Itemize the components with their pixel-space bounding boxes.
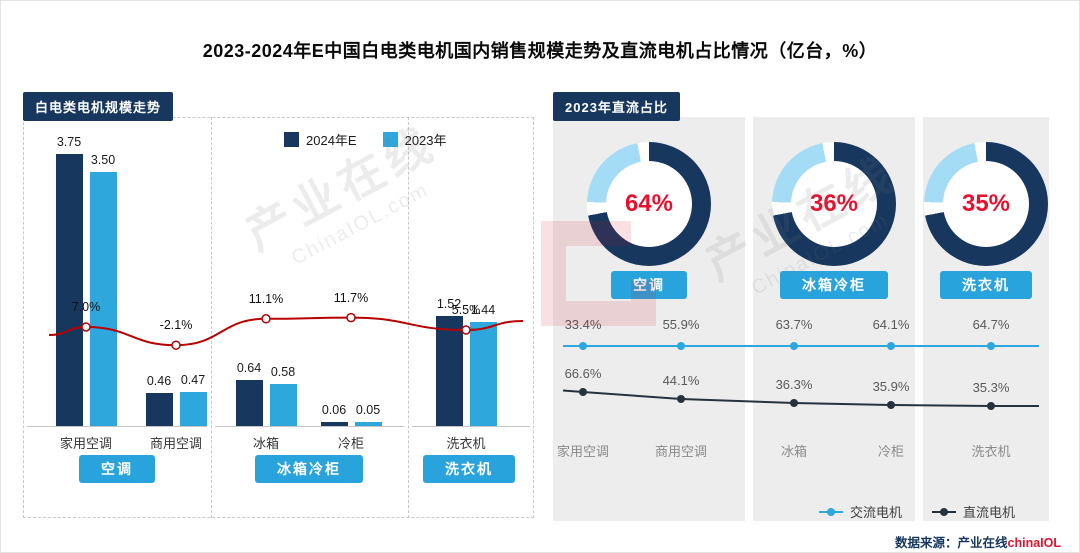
legend-swatch-2024e xyxy=(284,132,299,147)
ac-motor-value-label: 55.9% xyxy=(662,317,700,332)
bar-value-2023: 0.47 xyxy=(180,372,206,387)
donut-hole xyxy=(791,161,877,247)
line-category-label: 冷柜 xyxy=(877,444,904,459)
bar-category-label: 洗衣机 xyxy=(446,436,486,451)
dc-motor-value-label: 44.1% xyxy=(662,373,700,388)
dc-motor-value-label: 66.6% xyxy=(564,366,602,381)
donut-pct-fridge-freezer: 36% xyxy=(809,190,859,217)
bar-2024e xyxy=(55,154,83,426)
line-category-label: 家用空调 xyxy=(556,444,609,459)
donut-pct-washer: 35% xyxy=(961,190,1011,217)
donut-hole xyxy=(943,161,1029,247)
growth-value-label: 11.7% xyxy=(333,290,369,305)
ac-motor-value-label: 64.1% xyxy=(872,317,910,332)
bar-category-label: 冰箱 xyxy=(252,436,279,451)
growth-value-label: 7.0% xyxy=(71,300,101,314)
group-badge-aircon: 空调 xyxy=(79,455,155,483)
group-divider xyxy=(211,117,212,518)
line-category-label: 冰箱 xyxy=(780,444,807,459)
x-axis-line xyxy=(27,426,207,427)
bar-2023 xyxy=(469,321,497,426)
line-category-label: 商用空调 xyxy=(654,444,707,459)
legend-swatch-2023 xyxy=(382,132,398,147)
donut-chart-fridge-freezer: 36% xyxy=(772,142,896,266)
legend-label-2024e: 2024年E xyxy=(306,133,357,148)
bar-2024e xyxy=(435,315,463,426)
legend-item-ac-motor: 交流电机 xyxy=(819,502,902,521)
donut-hole xyxy=(606,161,692,247)
group-badge-washer: 洗衣机 xyxy=(423,455,515,483)
bar-category-label: 冷柜 xyxy=(337,436,364,451)
ac-motor-value-label: 33.4% xyxy=(564,317,602,332)
line-chart-legend: 交流电机 直流电机 xyxy=(819,502,1015,521)
right-section-header-badge: 2023年直流占比 xyxy=(553,92,680,121)
bar-value-2024e: 3.75 xyxy=(56,135,82,150)
bar-2024e xyxy=(320,421,348,426)
bar-value-2023: 1.44 xyxy=(470,302,496,317)
line-category-label: 洗衣机 xyxy=(971,444,1011,459)
bar-value-2024e: 1.52 xyxy=(436,296,462,311)
bar-category-label: 家用空调 xyxy=(59,436,112,451)
group-badge-fridge-freezer: 冰箱冷柜 xyxy=(255,455,363,483)
growth-value-label: 11.1% xyxy=(248,291,284,306)
bar-chart-legend: 2024年E 2023年 xyxy=(284,130,447,149)
bar-2023 xyxy=(179,391,207,426)
bar-value-2023: 0.58 xyxy=(270,364,296,379)
donut-chart-aircon: 64% xyxy=(587,142,711,266)
bar-2023 xyxy=(354,422,382,426)
dc-motor-value-label: 35.9% xyxy=(872,379,910,394)
legend-label-2023: 2023年 xyxy=(404,133,447,148)
ac-motor-value-label: 64.7% xyxy=(972,317,1010,332)
x-axis-line xyxy=(215,426,404,427)
donut-badge-aircon: 空调 xyxy=(611,271,687,299)
bar-value-2024e: 0.46 xyxy=(146,373,172,388)
legend-item-dc-motor: 直流电机 xyxy=(932,502,1015,521)
bar-2024e xyxy=(235,379,263,426)
bar-2024e xyxy=(145,392,173,426)
bar-value-2023: 3.50 xyxy=(90,153,116,168)
data-source-text: 数据来源：产业在线 xyxy=(895,536,1008,550)
donut-chart-washer: 35% xyxy=(924,142,1048,266)
dc-motor-value-label: 36.3% xyxy=(775,377,813,392)
dc-motor-value-label: 35.3% xyxy=(972,380,1010,395)
x-axis-line xyxy=(412,426,530,427)
data-source-brand: chinaIOL xyxy=(1007,536,1061,550)
ac-motor-line-marker-icon xyxy=(819,507,843,516)
ac-motor-label: 交流电机 xyxy=(850,505,903,520)
bar-value-2024e: 0.64 xyxy=(236,360,262,375)
page-title: 2023-2024年E中国白电类电机国内销售规模走势及直流电机占比情况（亿台，%… xyxy=(202,41,878,61)
growth-value-label: 5.5% xyxy=(451,303,481,317)
bar-category-label: 商用空调 xyxy=(149,436,202,451)
group-divider xyxy=(408,117,409,518)
bar-value-2024e: 0.06 xyxy=(321,402,347,417)
left-chart-frame xyxy=(23,117,534,518)
growth-value-label: -2.1% xyxy=(159,318,193,333)
donut-pct-aircon: 64% xyxy=(624,190,674,217)
left-section-header-badge: 白电类电机规模走势 xyxy=(23,92,174,121)
data-source: 数据来源：产业在线chinaIOL xyxy=(895,532,1061,551)
bar-2023 xyxy=(89,172,117,426)
ac-motor-value-label: 63.7% xyxy=(775,317,813,332)
bar-value-2023: 0.05 xyxy=(355,403,381,418)
dc-motor-line-marker-icon xyxy=(932,507,957,516)
dc-motor-label: 直流电机 xyxy=(963,505,1016,520)
donut-badge-fridge-freezer: 冰箱冷柜 xyxy=(780,271,888,299)
donut-badge-washer: 洗衣机 xyxy=(940,271,1032,299)
bar-2023 xyxy=(269,383,297,426)
